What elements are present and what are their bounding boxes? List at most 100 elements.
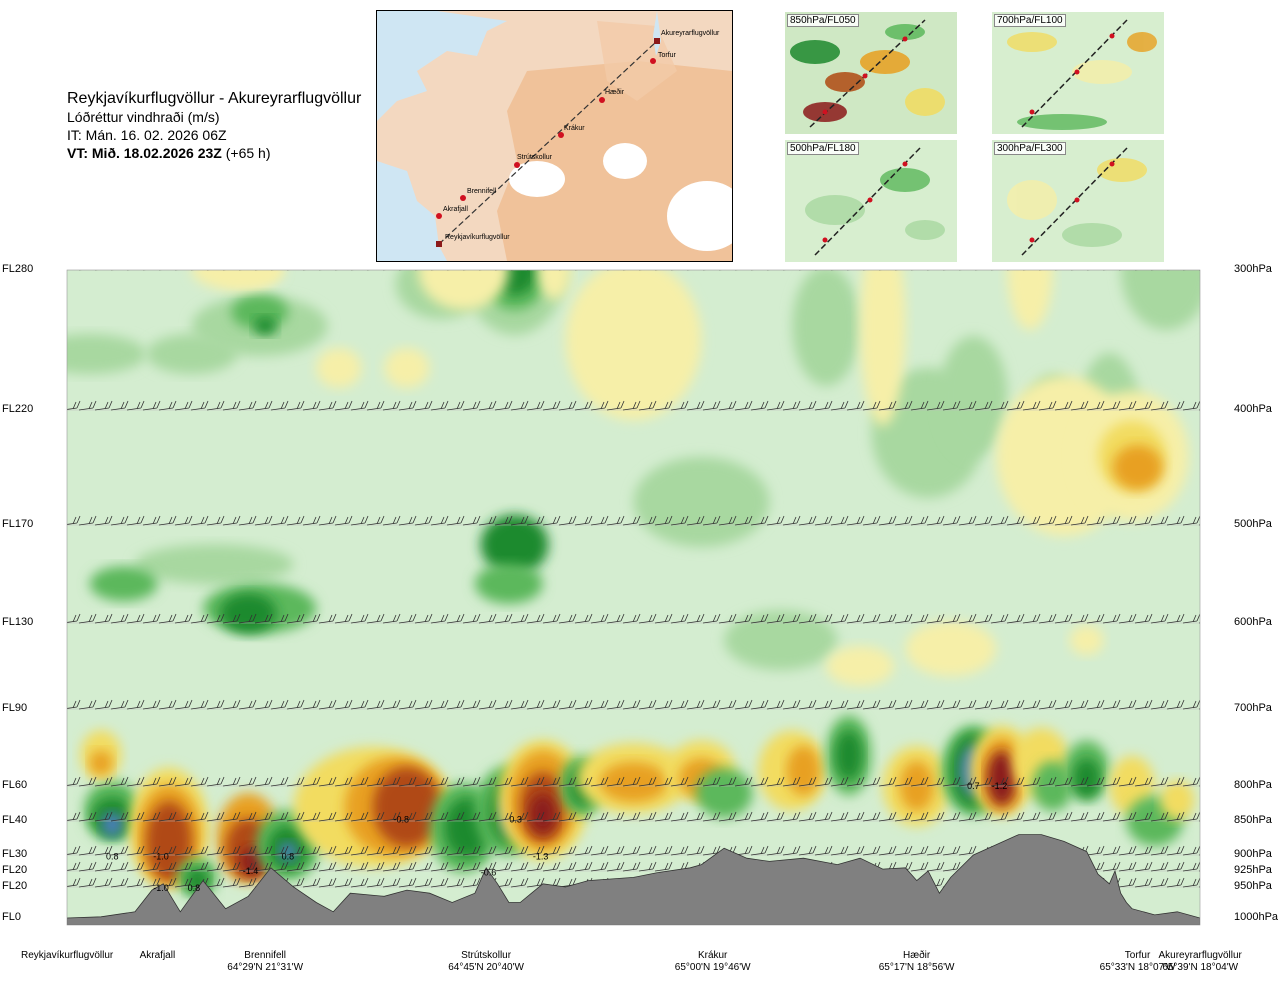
wind-barb: [910, 699, 929, 710]
wind-barb: [302, 613, 321, 624]
wind-barb: [318, 877, 337, 888]
wind-barb: [510, 699, 529, 710]
wind-barb: [334, 400, 353, 411]
wind-barb: [238, 515, 257, 526]
wind-barb: [430, 845, 449, 856]
wind-barb: [1086, 515, 1105, 526]
wind-barb: [222, 877, 241, 888]
vv-cell: [565, 270, 702, 420]
vv-cell: [1160, 780, 1195, 820]
wind-barb: [238, 699, 257, 710]
wind-barb: [526, 776, 545, 787]
wind-barb: [222, 613, 241, 624]
wind-barb: [206, 776, 225, 787]
wind-barb: [351, 270, 354, 271]
value-label: -0.6: [481, 867, 497, 877]
wind-barb: [126, 776, 145, 787]
wind-barb: [878, 400, 897, 411]
wind-barb: [334, 861, 353, 872]
wind-barb: [1006, 613, 1025, 624]
wind-barb: [174, 861, 193, 872]
wind-barb: [126, 613, 145, 624]
wind-barb: [462, 515, 481, 526]
wind-barb: [926, 811, 945, 822]
wind-barb: [702, 515, 721, 526]
wind-barb: [302, 861, 321, 872]
wind-barb: [222, 776, 241, 787]
pressure-label: 600hPa: [1234, 616, 1272, 628]
wind-barb: [67, 613, 81, 623]
flight-level-label: FL20: [2, 864, 28, 876]
wind-barb: [510, 613, 529, 624]
wind-barb: [654, 400, 673, 411]
wind-barb: [286, 515, 305, 526]
wind-barb: [494, 845, 513, 856]
wind-barb: [734, 613, 753, 624]
wind-barb: [926, 400, 945, 411]
wind-barb: [543, 270, 546, 271]
wind-barb: [926, 776, 945, 787]
wind-barb: [526, 613, 545, 624]
wind-barb: [94, 400, 113, 411]
wind-barb: [382, 877, 401, 888]
wind-barb: [430, 699, 449, 710]
wind-barb: [718, 400, 737, 411]
wind-barb: [366, 877, 385, 888]
wind-barb: [798, 845, 817, 856]
flight-level-label: FL280: [2, 263, 34, 275]
wind-barb: [990, 400, 1009, 411]
wind-barb: [542, 776, 561, 787]
wind-barb: [495, 270, 498, 271]
wind-barb: [1086, 613, 1105, 624]
vv-cell: [860, 270, 906, 426]
wind-barb: [478, 699, 497, 710]
wind-barb: [974, 515, 993, 526]
waypoint-name: Akrafjall: [139, 950, 176, 961]
wind-barb: [158, 861, 177, 872]
wind-barb: [206, 699, 225, 710]
wind-barb: [1086, 400, 1105, 411]
wind-barb: [430, 776, 449, 787]
minimap-label: 500hPa/FL180: [787, 142, 859, 155]
wind-barb: [606, 861, 625, 872]
wind-barb: [142, 811, 161, 822]
wind-barb: [1054, 811, 1073, 822]
wind-barb: [1150, 811, 1169, 822]
wind-barb: [862, 699, 881, 710]
map-label: Strútskollur: [517, 154, 553, 161]
value-label: -1.0: [153, 883, 169, 893]
wind-barb: [959, 270, 962, 271]
map-label: Krákur: [564, 125, 585, 132]
wind-barb: [367, 270, 370, 271]
wind-barb: [446, 776, 465, 787]
wind-barb: [67, 811, 81, 821]
wind-barb: [1006, 811, 1025, 822]
vv-cell: [986, 750, 1017, 806]
wind-barb: [478, 613, 497, 624]
wind-barb: [846, 400, 865, 411]
wind-barb: [654, 699, 673, 710]
map-marker-akureyri: [654, 38, 660, 44]
wind-barb: [1038, 515, 1057, 526]
value-label: -1.0: [153, 851, 169, 861]
wind-barb: [1070, 811, 1089, 822]
wind-barb: [878, 699, 897, 710]
wind-barb: [47, 812, 64, 821]
wind-barb: [462, 861, 481, 872]
wind-barb: [382, 776, 401, 787]
wind-barb: [702, 400, 721, 411]
wind-barb: [590, 699, 609, 710]
wind-barb: [606, 400, 625, 411]
wind-barb: [206, 811, 225, 822]
wind-barb: [399, 270, 402, 271]
wind-barb: [686, 699, 705, 710]
wind-barb: [1118, 699, 1137, 710]
wind-barb: [318, 861, 337, 872]
wind-barb: [734, 400, 753, 411]
wind-barb: [686, 776, 705, 787]
wind-barb: [638, 845, 657, 856]
wind-barb: [670, 400, 689, 411]
wind-barb: [814, 699, 833, 710]
wind-barb: [782, 400, 801, 411]
wind-barb: [174, 400, 193, 411]
